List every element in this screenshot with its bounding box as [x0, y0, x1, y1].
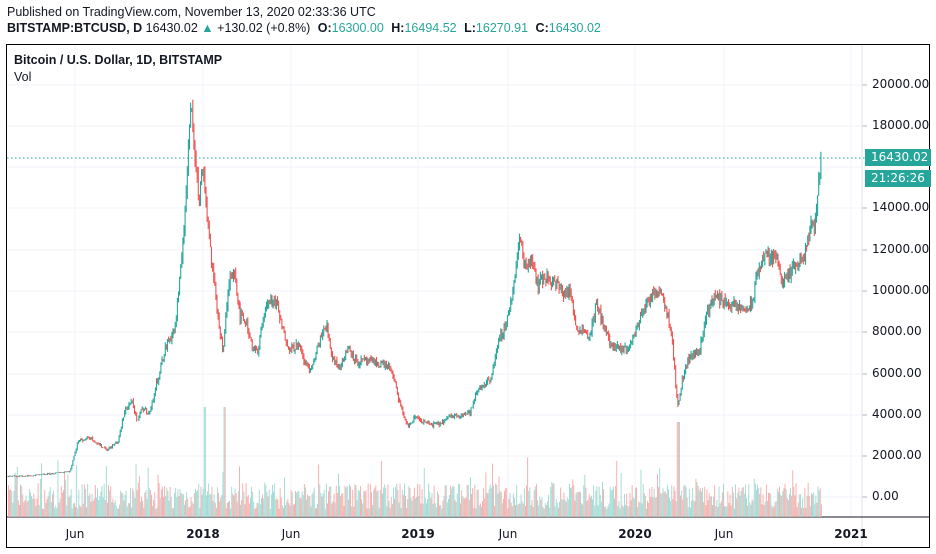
time-tick-label: 2019 — [401, 527, 435, 541]
price-tick-label: 6000.00 — [872, 366, 922, 380]
time-tick-label: 2018 — [186, 527, 220, 541]
chart-frame — [6, 44, 930, 548]
countdown-badge: 21:26:26 — [865, 170, 931, 187]
low-label: L: — [464, 21, 476, 35]
symbol-name: BITSTAMP:BTCUSD, D — [7, 21, 143, 35]
close-label: C: — [535, 21, 549, 35]
price-tick-label: 2000.00 — [872, 448, 922, 462]
price-change: +130.02 (+0.8%) — [217, 21, 311, 35]
last-price: 16430.02 — [145, 21, 198, 35]
price-tick-label: 8000.00 — [872, 324, 922, 338]
open-label: O: — [317, 21, 332, 35]
high-label: H: — [391, 21, 405, 35]
last-price-badge: 16430.02 — [865, 149, 931, 166]
time-tick-label: Jun — [65, 527, 85, 541]
price-tick-label: 12000.00 — [872, 242, 930, 256]
price-tick-label: 20000.00 — [872, 77, 930, 91]
symbol-info-bar: BITSTAMP:BTCUSD, D 16430.02 ▲ +130.02 (+… — [7, 21, 601, 35]
price-tick-label: 10000.00 — [872, 283, 930, 297]
low-value: 16270.91 — [475, 21, 529, 35]
series-legend-title: Bitcoin / U.S. Dollar, 1D, BITSTAMP — [14, 53, 223, 67]
volume-legend: Vol — [14, 70, 32, 84]
time-tick-label: Jun — [498, 527, 518, 541]
price-tick-label: 4000.00 — [872, 407, 922, 421]
high-value: 16494.52 — [404, 21, 457, 35]
close-value: 16430.02 — [548, 21, 601, 35]
published-caption: Published on TradingView.com, November 1… — [7, 5, 376, 19]
price-tick-label: 14000.00 — [872, 200, 930, 214]
price-tick-label: 0.00 — [872, 489, 899, 503]
price-tick-label: 18000.00 — [872, 118, 930, 132]
time-tick-label: Jun — [281, 527, 301, 541]
time-tick-label: 2020 — [618, 527, 652, 541]
up-arrow-icon: ▲ — [201, 21, 214, 35]
time-tick-label: 2021 — [834, 527, 868, 541]
open-value: 16300.00 — [331, 21, 384, 35]
time-tick-label: Jun — [714, 527, 734, 541]
